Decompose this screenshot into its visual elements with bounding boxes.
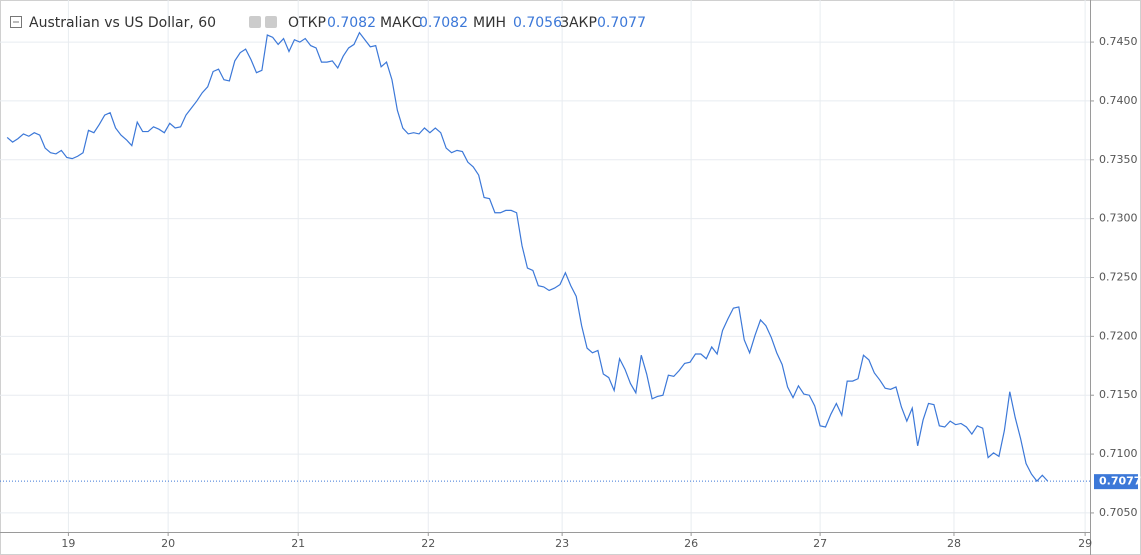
last-price-box [1094,474,1138,490]
eye-icon[interactable] [249,16,261,28]
ohlc-value: 0.7077 [597,15,646,31]
y-tick-label: 0.7050 [1099,506,1138,519]
ohlc-label: МАКС [380,15,422,31]
x-tick-label: 22 [421,537,435,550]
ohlc-value: 0.7082 [327,15,376,31]
chart-title: Australian vs US Dollar, 60 [29,15,216,31]
axes: 0.7050 0.7100 0.7150 0.7200 0.7250 0.7300 0.73… [61,35,1141,550]
y-tick-label: 0.7300 [1099,212,1138,225]
y-tick-label: 0.7150 [1099,388,1138,401]
settings-icon[interactable] [265,16,277,28]
x-tick-label: 26 [684,537,698,550]
plot [0,31,1090,483]
x-tick-label: 21 [291,537,305,550]
ohlc-label: ЗАКР [560,15,597,31]
x-tick-label: 27 [813,537,827,550]
y-tick-label: 0.7200 [1099,329,1138,342]
header: Australian vs US Dollar, 60 ОТКР 0.7082 МА… [10,15,646,31]
last-price-label: 0.7077 [1099,475,1141,488]
x-tick-label: 28 [947,537,961,550]
x-tick-label: 20 [161,537,175,550]
y-tick-label: 0.7450 [1099,35,1138,48]
ohlc-value: 0.7056 [513,15,562,31]
price-line [6,31,1049,483]
x-tick-label: 29 [1078,537,1092,550]
grid [0,0,1090,532]
y-tick-label: 0.7400 [1099,94,1138,107]
y-tick-label: 0.7100 [1099,447,1138,460]
ohlc-label: МИН [473,15,506,31]
y-tick-label: 0.7250 [1099,271,1138,284]
x-tick-label: 23 [555,537,569,550]
x-tick-label: 19 [61,537,75,550]
ohlc-label: ОТКР [288,15,326,31]
ohlc-value: 0.7082 [419,15,468,31]
y-tick-label: 0.7350 [1099,153,1138,166]
